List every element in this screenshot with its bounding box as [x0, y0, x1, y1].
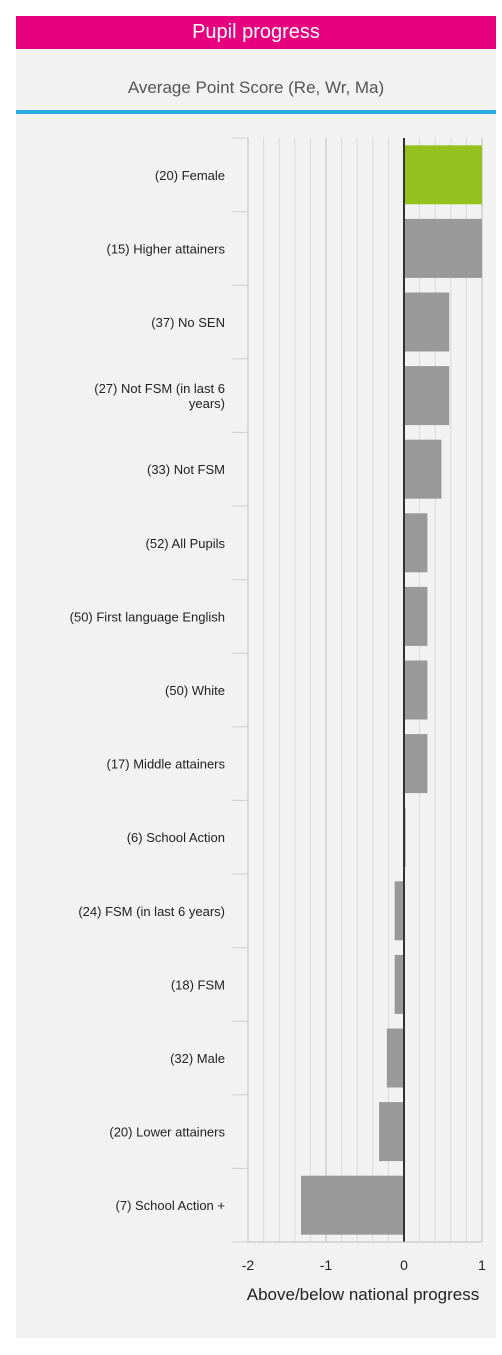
- category-label: (20) Lower attainers: [109, 1125, 225, 1140]
- category-label: (50) First language English: [70, 609, 225, 624]
- x-tick-label: 0: [400, 1257, 408, 1273]
- bar: [404, 513, 428, 573]
- bar: [404, 292, 450, 352]
- category-label: (50) White: [165, 683, 225, 698]
- bar: [404, 660, 428, 720]
- bar: [404, 145, 482, 205]
- category-label: (20) Female: [155, 168, 225, 183]
- title-underline: [16, 110, 496, 114]
- category-label: (6) School Action: [127, 830, 225, 845]
- bar: [386, 1028, 404, 1088]
- bar: [404, 439, 442, 499]
- category-label: (24) FSM (in last 6 years): [78, 904, 225, 919]
- bar: [404, 734, 428, 794]
- x-tick-label: -1: [320, 1257, 333, 1273]
- bar: [404, 586, 428, 646]
- bar: [394, 954, 404, 1014]
- bar: [379, 1102, 404, 1162]
- bar: [301, 1175, 404, 1235]
- bar: [394, 881, 404, 941]
- category-label: (18) FSM: [171, 977, 225, 992]
- category-label: (15) Higher attainers: [107, 241, 226, 256]
- category-label: (32) Male: [170, 1051, 225, 1066]
- x-tick-label: -2: [242, 1257, 255, 1273]
- category-label: (52) All Pupils: [146, 536, 226, 551]
- x-tick-label: 1: [478, 1257, 486, 1273]
- panel-header: Pupil progress: [16, 16, 496, 49]
- category-label: (27) Not FSM (in last 6 years): [94, 381, 225, 411]
- category-label: (7) School Action +: [116, 1198, 225, 1213]
- category-label: (17) Middle attainers: [107, 757, 226, 772]
- chart-title: Average Point Score (Re, Wr, Ma): [127, 78, 385, 97]
- bar: [404, 218, 482, 278]
- category-label: (37) No SEN: [151, 315, 225, 330]
- x-axis-label: Above/below national progress: [246, 1285, 480, 1304]
- category-label: (33) Not FSM: [147, 462, 225, 477]
- bar: [404, 366, 450, 426]
